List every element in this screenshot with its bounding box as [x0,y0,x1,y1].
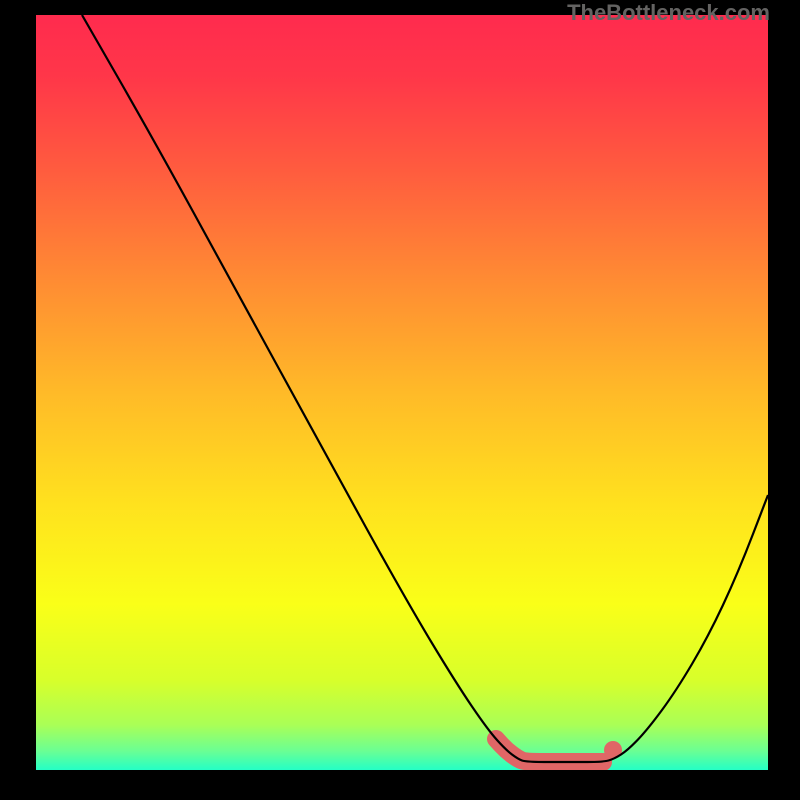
watermark-text: TheBottleneck.com [567,0,770,26]
curve-layer [36,15,768,770]
bottleneck-curve [82,15,768,762]
plot-area [36,15,768,770]
valley-marker [496,739,603,762]
chart-container: TheBottleneck.com [0,0,800,800]
